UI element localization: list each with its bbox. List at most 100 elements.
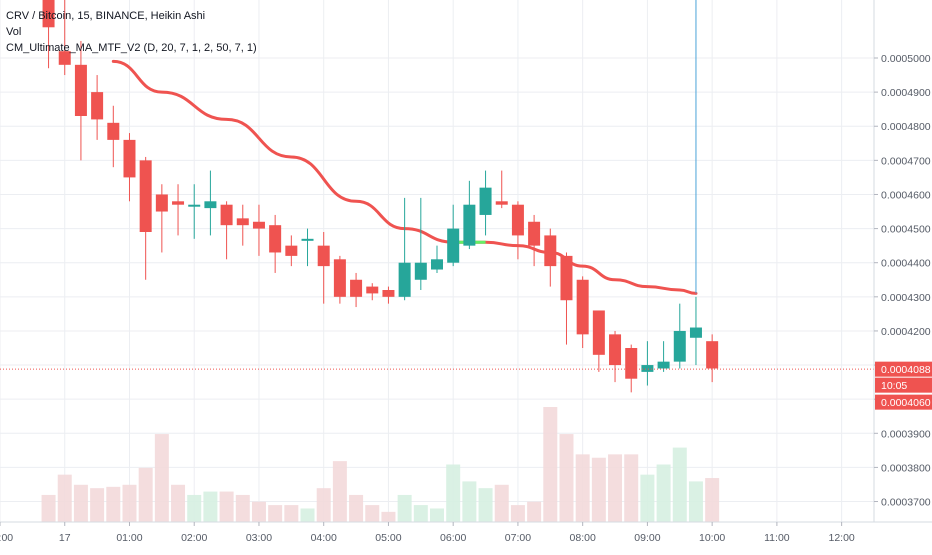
volume-bar (705, 478, 720, 522)
x-tick-label: 02:00 (181, 532, 207, 544)
volume-bar (624, 454, 639, 522)
x-tick-label: 06:00 (440, 532, 466, 544)
candlestick (576, 276, 589, 348)
candle-body (528, 221, 541, 246)
candlestick (285, 235, 298, 267)
symbol-title[interactable]: CRV / Bitcoin, 15, BINANCE, Heikin Ashi (6, 10, 206, 22)
volume-bar (608, 454, 623, 522)
candlestick (301, 228, 314, 267)
time-axis[interactable]: 23:00 17 01:00 02:00 03:00 04:00 05:00 06:00 07:… (0, 522, 855, 544)
candlestick (560, 252, 573, 345)
candle-body (236, 218, 249, 226)
y-tick-label: 0.0004500 (881, 224, 931, 236)
candle-body (204, 201, 217, 209)
candle-body (398, 262, 411, 297)
candle-body (689, 327, 702, 338)
x-tick-label: 17 (59, 532, 71, 544)
volume-bar (543, 407, 558, 522)
candlestick (641, 341, 654, 386)
price-overlays (0, 0, 874, 370)
volume-bar (171, 484, 186, 522)
y-tick-label: 0.0004400 (881, 258, 931, 270)
candle-body (382, 290, 395, 297)
candlestick (609, 330, 622, 383)
candlestick (544, 228, 557, 287)
y-tick-label: 0.0003800 (881, 462, 931, 474)
candle-body (447, 228, 460, 263)
volume-bar (575, 454, 590, 522)
x-tick-label: 01:00 (116, 532, 142, 544)
volume-bar (672, 447, 687, 522)
countdown-badge: 10:05 (875, 377, 932, 393)
candlestick (317, 232, 330, 304)
y-tick-label: 0.0004200 (881, 326, 931, 338)
volume-bar (122, 484, 137, 522)
volume-bars (41, 407, 720, 522)
candlestick (42, 0, 55, 69)
candlestick (463, 180, 476, 250)
candlestick (657, 341, 670, 372)
secondary-price-badge: 0.0004060 (875, 394, 932, 410)
y-tick-label: 0.0004800 (881, 121, 931, 133)
volume-bar (656, 464, 671, 522)
volume-bar (219, 491, 234, 522)
candlestick (123, 133, 136, 202)
candle-body (511, 204, 524, 236)
volume-bar (446, 464, 461, 522)
y-tick-label: 0.0003700 (881, 497, 931, 509)
candlestick (511, 201, 524, 260)
candlestick (204, 170, 217, 236)
candlestick (236, 204, 249, 246)
volume-bar (57, 474, 72, 522)
volume-bar (397, 494, 412, 522)
y-tick-label: 0.0005000 (881, 53, 931, 65)
chart-legend: CRV / Bitcoin, 15, BINANCE, Heikin Ashi … (6, 8, 257, 56)
candle-body (269, 225, 282, 253)
volume-bar (251, 501, 266, 522)
indicator-label[interactable]: CM_Ultimate_MA_MTF_V2 (D, 20, 7, 1, 2, 5… (6, 42, 257, 54)
volume-bar (284, 505, 299, 522)
x-tick-label: 04:00 (311, 532, 337, 544)
candlestick (479, 170, 492, 236)
candle-body (74, 64, 87, 116)
y-tick-label: 0.0004600 (881, 189, 931, 201)
candle-body (706, 341, 719, 369)
volume-label[interactable]: Vol (6, 26, 22, 38)
candle-body (592, 310, 605, 355)
candlestick (188, 184, 201, 239)
x-tick-label: 05:00 (375, 532, 401, 544)
volume-bar (381, 511, 396, 522)
volume-bar (365, 505, 380, 522)
candlestick (58, 0, 71, 76)
volume-bar (268, 505, 283, 522)
candlestick (172, 184, 185, 236)
current-price-badge: 0.0004088 (875, 361, 932, 377)
candle-body (479, 187, 492, 215)
candlestick (333, 255, 346, 304)
volume-bar (203, 491, 218, 522)
volume-bar (494, 484, 509, 522)
candle-body (673, 330, 686, 362)
volume-bar (332, 461, 347, 522)
candle-body (107, 122, 120, 140)
x-tick-label: 09:00 (634, 532, 660, 544)
candle-body (317, 245, 330, 267)
candlestick (269, 214, 282, 273)
candlestick (252, 204, 265, 256)
y-tick-label: 0.0004700 (881, 155, 931, 167)
candle-body (625, 348, 638, 379)
candle-body (495, 201, 508, 205)
candlestick (220, 201, 233, 260)
candle-body (350, 279, 363, 297)
candlestick (398, 197, 411, 301)
volume-bar (300, 508, 315, 522)
candle-body (42, 0, 55, 28)
candlestick (91, 75, 104, 140)
candle-body (155, 194, 168, 212)
candlestick (74, 40, 87, 161)
candle-body (188, 204, 201, 207)
x-tick-label: 03:00 (246, 532, 272, 544)
candle-body (609, 334, 622, 366)
